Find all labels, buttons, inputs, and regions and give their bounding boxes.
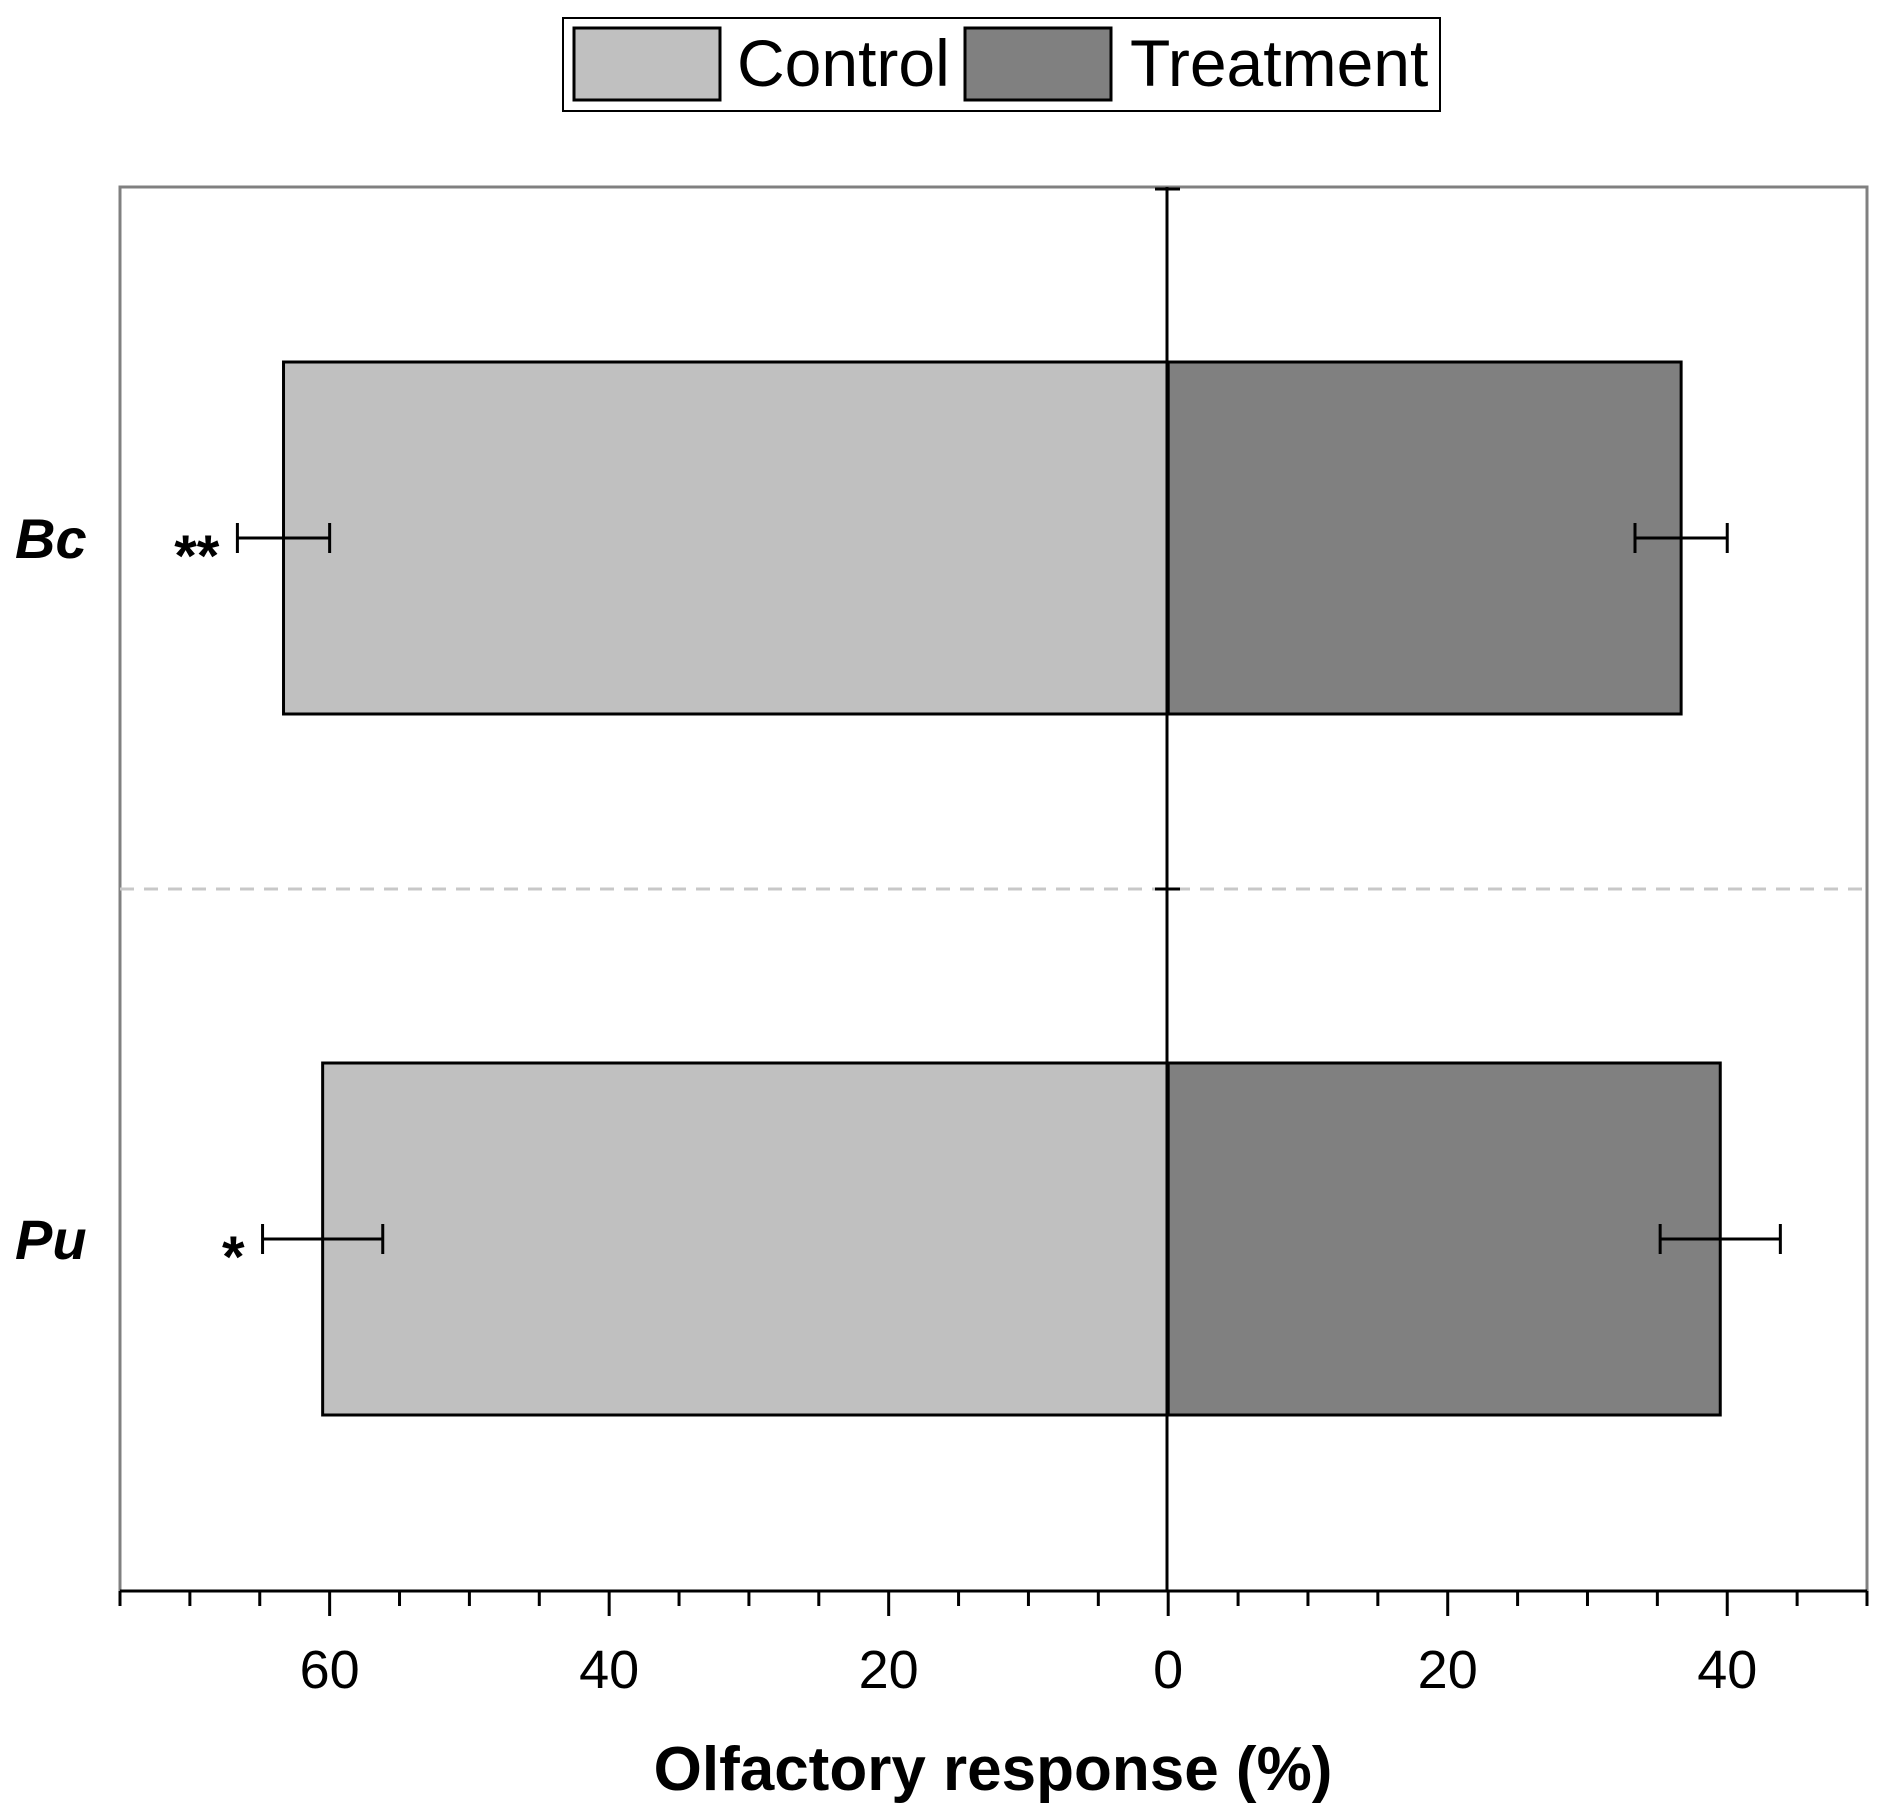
x-tick-label: 40 — [579, 1640, 639, 1700]
error-bar-treatment-pu — [1658, 1224, 1782, 1254]
error-bars — [235, 523, 1782, 1254]
x-axis-ticks — [118, 1591, 1869, 1616]
error-bar-treatment-bc — [1633, 523, 1729, 553]
significance-marker-pu: * — [222, 1225, 245, 1290]
bars — [282, 360, 1722, 1417]
x-tick-label: 20 — [859, 1640, 919, 1700]
legend-swatch-treatment — [963, 26, 1113, 102]
x-axis-title: Olfactory response (%) — [654, 1735, 1333, 1804]
x-tick-label: 0 — [1153, 1640, 1183, 1700]
legend-swatch-control — [572, 26, 722, 102]
bar-control-pu — [321, 1061, 1170, 1417]
bar-treatment-pu — [1166, 1061, 1722, 1417]
legend-label-treatment: Treatment — [1130, 26, 1428, 100]
error-bar-control-pu — [261, 1224, 385, 1254]
x-axis-tick-labels: 60 40 20 0 20 40 — [300, 1640, 1758, 1700]
y-axis-category-labels: Bc Pu — [15, 507, 87, 1271]
legend: Control Treatment — [562, 17, 1441, 112]
significance-markers: *** — [174, 524, 245, 1290]
bar-control-bc — [282, 360, 1170, 716]
x-tick-label: 20 — [1418, 1640, 1478, 1700]
bar-treatment-bc — [1166, 360, 1683, 716]
significance-marker-bc: ** — [174, 524, 220, 589]
category-label-bc: Bc — [15, 507, 87, 570]
x-tick-label: 60 — [300, 1640, 360, 1700]
category-label-pu: Pu — [15, 1208, 87, 1271]
x-tick-label: 40 — [1697, 1640, 1757, 1700]
error-bar-control-bc — [235, 523, 332, 553]
legend-label-control: Control — [737, 26, 950, 100]
